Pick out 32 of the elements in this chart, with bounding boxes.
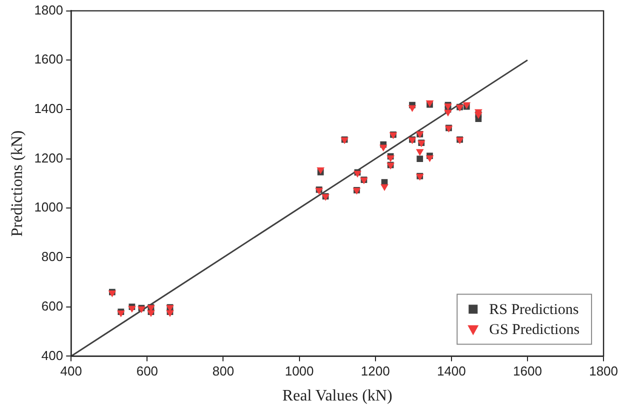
point bbox=[444, 110, 452, 116]
point bbox=[426, 155, 434, 162]
point bbox=[416, 156, 424, 162]
x-tick-label: 400 bbox=[60, 364, 82, 379]
point bbox=[379, 144, 388, 152]
y-tick-label: 800 bbox=[41, 249, 64, 264]
legend-label: RS Predictions bbox=[489, 302, 579, 318]
y-tick-label: 400 bbox=[41, 348, 64, 363]
y-tick-label: 1400 bbox=[34, 101, 64, 116]
x-tick-label: 800 bbox=[212, 364, 234, 379]
y-tick-label: 600 bbox=[41, 298, 64, 314]
x-tick-label: 1800 bbox=[589, 364, 618, 379]
point bbox=[128, 306, 136, 313]
point bbox=[416, 149, 424, 156]
x-axis-title: Real Values (kN) bbox=[282, 388, 392, 405]
y-tick-label: 1000 bbox=[34, 200, 64, 215]
x-tick-label: 1600 bbox=[513, 364, 542, 379]
x-tick-label: 1200 bbox=[360, 364, 390, 379]
y-tick-label: 1600 bbox=[34, 52, 64, 67]
x-tick-label: 600 bbox=[136, 364, 158, 379]
x-tick-label: 1400 bbox=[436, 364, 466, 379]
point bbox=[166, 310, 174, 318]
y-axis-title: Predictions (kN) bbox=[8, 130, 26, 237]
point bbox=[408, 105, 416, 112]
point bbox=[380, 184, 388, 191]
point bbox=[117, 310, 125, 318]
y-tick-label: 1200 bbox=[34, 150, 64, 166]
legend-label: GS Predictions bbox=[489, 322, 580, 338]
y-tick-label: 1800 bbox=[34, 2, 64, 18]
point bbox=[147, 310, 155, 318]
point bbox=[386, 155, 394, 162]
x-tick-label: 1000 bbox=[284, 364, 314, 379]
